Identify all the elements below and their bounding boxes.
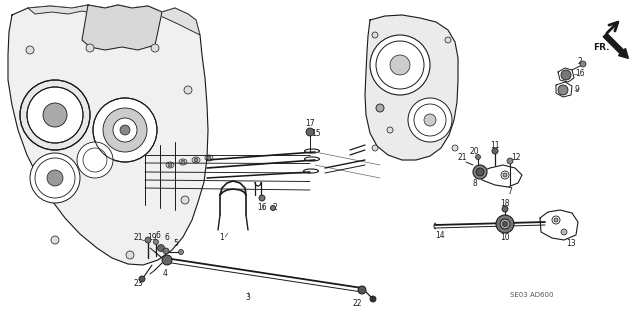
Circle shape — [271, 205, 275, 211]
Circle shape — [179, 249, 184, 255]
Circle shape — [502, 221, 508, 226]
Text: 8: 8 — [472, 179, 477, 188]
Circle shape — [163, 248, 169, 254]
Circle shape — [372, 32, 378, 38]
Circle shape — [145, 237, 151, 243]
Circle shape — [358, 286, 366, 294]
Circle shape — [372, 145, 378, 151]
Text: SE03 AD600: SE03 AD600 — [510, 292, 554, 298]
Circle shape — [162, 255, 172, 265]
Polygon shape — [8, 5, 208, 265]
FancyArrow shape — [604, 33, 628, 58]
Circle shape — [387, 127, 393, 133]
Text: 2: 2 — [273, 204, 277, 212]
Circle shape — [181, 196, 189, 204]
Circle shape — [408, 98, 452, 142]
Circle shape — [120, 125, 130, 135]
Circle shape — [370, 296, 376, 302]
Circle shape — [168, 163, 172, 167]
Circle shape — [476, 168, 484, 176]
Text: 22: 22 — [352, 299, 362, 308]
Circle shape — [51, 236, 59, 244]
Circle shape — [496, 215, 514, 233]
Circle shape — [445, 37, 451, 43]
Polygon shape — [365, 15, 458, 160]
Circle shape — [500, 219, 510, 229]
Circle shape — [86, 44, 94, 52]
Circle shape — [552, 216, 560, 224]
Circle shape — [157, 244, 164, 251]
Text: 13: 13 — [566, 239, 576, 248]
Circle shape — [139, 276, 145, 282]
Text: 12: 12 — [511, 153, 521, 162]
Circle shape — [20, 80, 90, 150]
Text: 11: 11 — [490, 140, 500, 150]
Circle shape — [259, 195, 265, 201]
Circle shape — [492, 148, 498, 154]
Circle shape — [27, 87, 83, 143]
Text: 17: 17 — [305, 120, 315, 129]
Circle shape — [473, 165, 487, 179]
Polygon shape — [82, 5, 162, 50]
Circle shape — [558, 85, 568, 95]
Circle shape — [26, 46, 34, 54]
Circle shape — [561, 229, 567, 235]
Circle shape — [43, 103, 67, 127]
Circle shape — [554, 218, 558, 222]
Text: 1: 1 — [220, 234, 225, 242]
Circle shape — [390, 55, 410, 75]
Circle shape — [476, 154, 481, 160]
Circle shape — [103, 108, 147, 152]
Circle shape — [113, 118, 137, 142]
Circle shape — [370, 35, 430, 95]
Text: 15: 15 — [311, 129, 321, 137]
Circle shape — [502, 206, 508, 212]
Text: 19: 19 — [147, 233, 157, 241]
Text: 14: 14 — [435, 231, 445, 240]
Circle shape — [207, 156, 211, 160]
Text: 9: 9 — [575, 85, 579, 94]
Text: 23: 23 — [133, 278, 143, 287]
Text: 7: 7 — [508, 188, 513, 197]
Circle shape — [126, 251, 134, 259]
Circle shape — [507, 158, 513, 164]
Text: 6: 6 — [164, 233, 170, 241]
Text: 21: 21 — [133, 234, 143, 242]
Circle shape — [93, 98, 157, 162]
Text: 3: 3 — [246, 293, 250, 301]
Circle shape — [501, 171, 509, 179]
Text: 2: 2 — [578, 57, 582, 66]
Circle shape — [306, 128, 314, 136]
Text: 5: 5 — [173, 240, 179, 249]
Circle shape — [424, 114, 436, 126]
Text: 4: 4 — [163, 269, 168, 278]
Circle shape — [181, 160, 185, 164]
Circle shape — [452, 145, 458, 151]
Circle shape — [30, 153, 80, 203]
Circle shape — [151, 44, 159, 52]
Circle shape — [184, 86, 192, 94]
Text: FR.: FR. — [593, 42, 609, 51]
Text: 21: 21 — [457, 153, 467, 162]
Circle shape — [154, 240, 159, 244]
Text: 6: 6 — [156, 232, 161, 241]
Text: 16: 16 — [257, 204, 267, 212]
Circle shape — [77, 142, 113, 178]
Circle shape — [376, 104, 384, 112]
Text: 20: 20 — [469, 147, 479, 157]
Circle shape — [580, 61, 586, 67]
Circle shape — [47, 170, 63, 186]
Polygon shape — [28, 5, 200, 35]
Circle shape — [503, 173, 507, 177]
Circle shape — [194, 158, 198, 162]
Text: 16: 16 — [575, 70, 585, 78]
Text: 10: 10 — [500, 233, 510, 241]
Circle shape — [561, 70, 571, 80]
Text: 18: 18 — [500, 199, 509, 209]
